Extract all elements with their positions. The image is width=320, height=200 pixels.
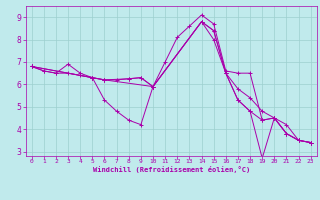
X-axis label: Windchill (Refroidissement éolien,°C): Windchill (Refroidissement éolien,°C): [92, 166, 250, 173]
